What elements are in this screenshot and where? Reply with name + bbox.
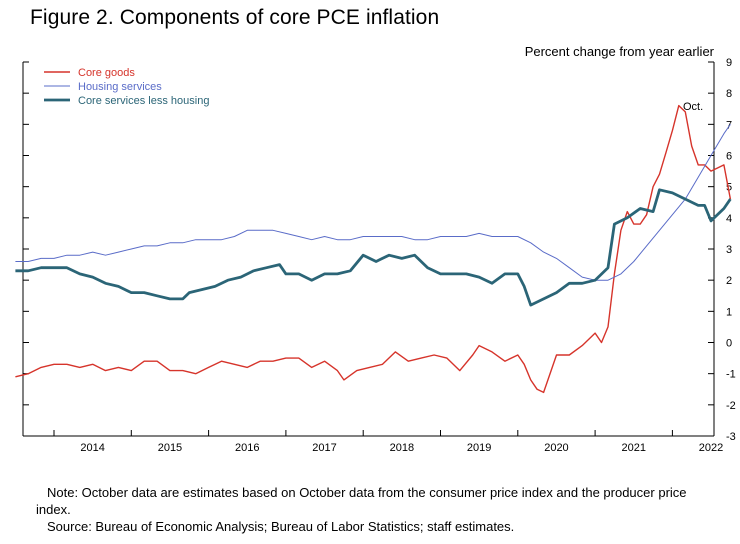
- legend-label: Core services less housing: [78, 95, 209, 107]
- legend-label: Housing services: [78, 81, 162, 93]
- y-tick-label: 2: [726, 275, 732, 287]
- x-tick-label: 2014: [80, 442, 104, 454]
- october-annotation: Oct.: [683, 101, 703, 113]
- figure-title: Figure 2. Components of core PCE inflati…: [30, 6, 440, 29]
- y-tick-label: -1: [726, 369, 736, 381]
- x-tick-label: 2022: [699, 442, 723, 454]
- x-tick-label: 2019: [467, 442, 491, 454]
- y-tick-label: 9: [726, 57, 732, 69]
- y-tick-label: 1: [726, 306, 732, 318]
- y-axis-label: Percent change from year earlier: [525, 44, 715, 59]
- series-core-goodsline: [15, 104, 732, 394]
- x-axis: 2014 2015 2016 2017 2018 2019 2020 2021 2022: [53, 430, 723, 454]
- legend-label: Core goods: [78, 67, 135, 79]
- y-axis: -3 -2 -1 0 1 2 3 4 5 6 7 8 9: [23, 57, 736, 443]
- x-tick-label: 2016: [235, 442, 259, 454]
- y-tick-label: 5: [726, 182, 732, 194]
- series-lines: [15, 104, 732, 394]
- x-tick-label: 2017: [312, 442, 336, 454]
- y-tick-label: 4: [726, 213, 732, 225]
- legend: Core goods Housing services Core services …: [44, 67, 209, 107]
- x-tick-label: 2021: [622, 442, 646, 454]
- y-tick-label: 7: [726, 119, 732, 131]
- figure-source: Source: Bureau of Economic Analysis; Bur…: [47, 519, 515, 534]
- y-tick-label: 3: [726, 244, 732, 256]
- x-tick-label: 2018: [390, 442, 414, 454]
- x-tick-label: 2015: [158, 442, 182, 454]
- figure-note: Note: October data are estimates based o…: [36, 485, 687, 517]
- series-core-services-less-housingline: [15, 188, 732, 307]
- y-tick-label: -2: [726, 400, 736, 412]
- y-tick-label: 0: [726, 338, 732, 350]
- series-housing-servicesline: [15, 124, 731, 281]
- y-tick-label: -3: [726, 431, 736, 443]
- x-tick-label: 2020: [544, 442, 568, 454]
- y-tick-label: 6: [726, 151, 732, 163]
- y-tick-label: 8: [726, 88, 732, 100]
